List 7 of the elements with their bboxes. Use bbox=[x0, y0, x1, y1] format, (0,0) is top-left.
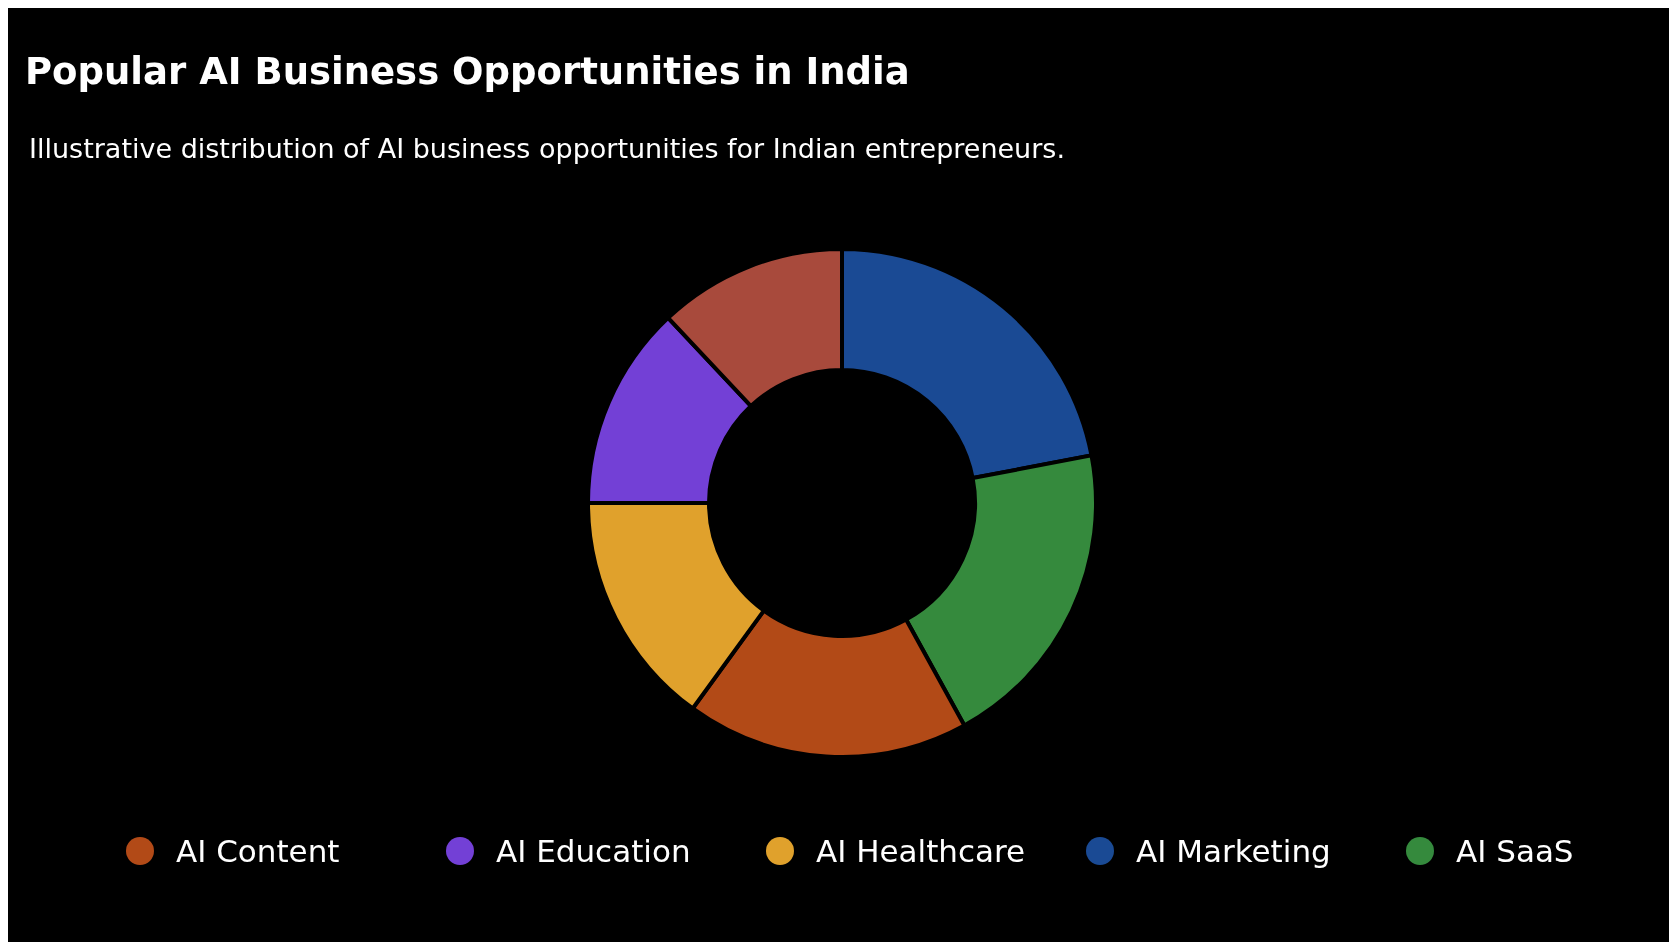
chart-title: Popular AI Business Opportunities in India bbox=[25, 50, 910, 93]
legend-label: AI Healthcare bbox=[816, 833, 1026, 869]
legend-label: AI Content bbox=[176, 833, 340, 869]
legend-label: AI SaaS bbox=[1456, 833, 1574, 869]
legend-label: AI Education bbox=[496, 833, 691, 869]
chart-subtitle: Illustrative distribution of AI business opportunities for Indian entrepreneurs. bbox=[29, 133, 1065, 164]
legend-label: AI Marketing bbox=[1136, 833, 1331, 869]
